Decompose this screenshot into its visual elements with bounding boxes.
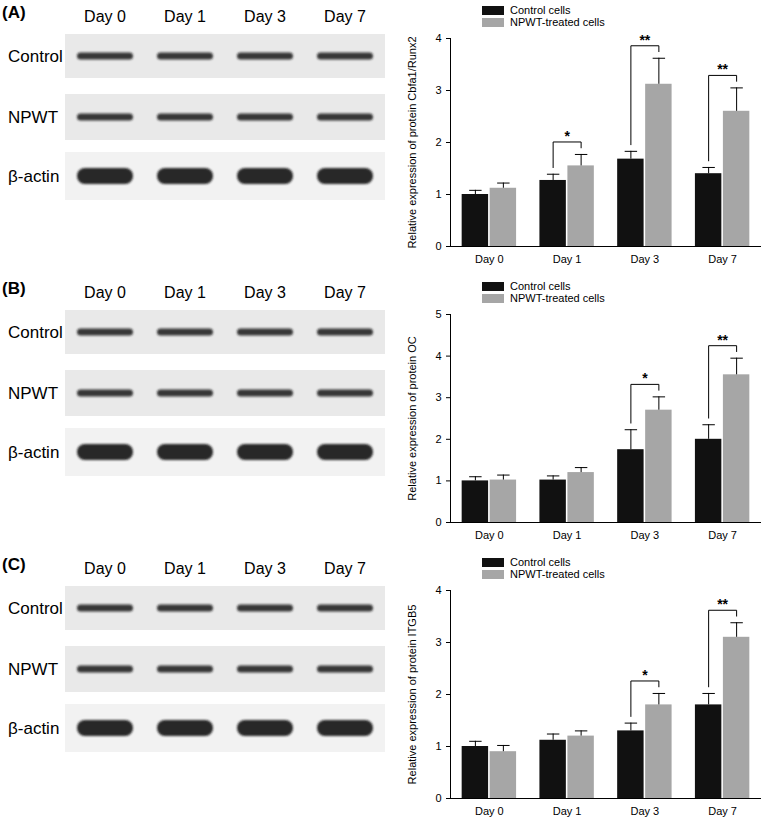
svg-text:4: 4	[435, 350, 441, 362]
svg-text:Relative expression of protein: Relative expression of protein Cbfa1/Run…	[406, 36, 418, 248]
svg-text:Day 3: Day 3	[631, 805, 660, 817]
html-text:Control cells: Control cells	[510, 4, 571, 16]
svg-text:Day 0: Day 0	[84, 284, 126, 301]
svg-text:Day 3: Day 3	[631, 253, 660, 265]
svg-text:β-actin: β-actin	[8, 443, 59, 462]
svg-text:**: **	[717, 61, 728, 77]
svg-text:NPWT: NPWT	[8, 108, 58, 127]
svg-text:Day 0: Day 0	[475, 529, 504, 541]
svg-text:Day 7: Day 7	[708, 805, 737, 817]
svg-text:NPWT: NPWT	[8, 660, 58, 679]
svg-text:*: *	[564, 128, 570, 144]
svg-text:Day 1: Day 1	[553, 253, 582, 265]
svg-text:2: 2	[435, 433, 441, 445]
svg-text:Relative expression of protein: Relative expression of protein OC	[406, 336, 418, 501]
html-text:NPWT-treated cells: NPWT-treated cells	[510, 16, 605, 28]
svg-text:1: 1	[435, 740, 441, 752]
svg-text:β-actin: β-actin	[8, 719, 59, 738]
svg-text:Day 1: Day 1	[164, 8, 206, 25]
svg-text:1: 1	[435, 188, 441, 200]
html-text:Control cells: Control cells	[510, 280, 571, 292]
svg-text:*: *	[642, 370, 648, 386]
svg-text:*: *	[642, 667, 648, 683]
svg-text:Day 7: Day 7	[708, 529, 737, 541]
svg-text:β-actin: β-actin	[8, 167, 59, 186]
svg-text:Day 1: Day 1	[164, 284, 206, 301]
svg-text:4: 4	[435, 32, 441, 44]
svg-text:NPWT: NPWT	[8, 384, 58, 403]
svg-text:Day 3: Day 3	[244, 8, 286, 25]
svg-text:Day 1: Day 1	[553, 805, 582, 817]
svg-text:**: **	[717, 596, 728, 612]
svg-text:0: 0	[435, 240, 441, 252]
svg-text:4: 4	[435, 584, 441, 596]
svg-text:**: **	[717, 332, 728, 348]
svg-text:Day 3: Day 3	[631, 529, 660, 541]
svg-text:3: 3	[435, 84, 441, 96]
svg-text:Day 3: Day 3	[244, 284, 286, 301]
svg-text:Day 0: Day 0	[84, 560, 126, 577]
html-text:NPWT-treated cells: NPWT-treated cells	[510, 568, 605, 580]
svg-text:Day 1: Day 1	[553, 529, 582, 541]
svg-text:Day 0: Day 0	[475, 805, 504, 817]
svg-text:Control: Control	[8, 47, 63, 66]
svg-text:Control: Control	[8, 599, 63, 618]
svg-text:0: 0	[435, 516, 441, 528]
svg-text:Day 7: Day 7	[708, 253, 737, 265]
svg-text:3: 3	[435, 636, 441, 648]
svg-text:Day 0: Day 0	[475, 253, 504, 265]
svg-text:Control: Control	[8, 323, 63, 342]
svg-text:(A): (A)	[2, 3, 26, 22]
svg-text:1: 1	[435, 474, 441, 486]
svg-text:3: 3	[435, 391, 441, 403]
svg-text:(B): (B)	[2, 279, 26, 298]
svg-text:Day 7: Day 7	[324, 8, 366, 25]
svg-text:Day 3: Day 3	[244, 560, 286, 577]
html-text:Control cells: Control cells	[510, 556, 571, 568]
svg-text:5: 5	[435, 308, 441, 320]
svg-text:Day 7: Day 7	[324, 284, 366, 301]
svg-text:2: 2	[435, 136, 441, 148]
html-text:NPWT-treated cells: NPWT-treated cells	[510, 292, 605, 304]
svg-text:Day 0: Day 0	[84, 8, 126, 25]
svg-text:0: 0	[435, 792, 441, 804]
svg-text:**: **	[639, 32, 650, 48]
svg-text:Day 1: Day 1	[164, 560, 206, 577]
svg-text:2: 2	[435, 688, 441, 700]
svg-text:Relative expression of protein: Relative expression of protein ITGB5	[406, 605, 418, 785]
svg-text:Day 7: Day 7	[324, 560, 366, 577]
svg-text:(C): (C)	[2, 555, 26, 574]
